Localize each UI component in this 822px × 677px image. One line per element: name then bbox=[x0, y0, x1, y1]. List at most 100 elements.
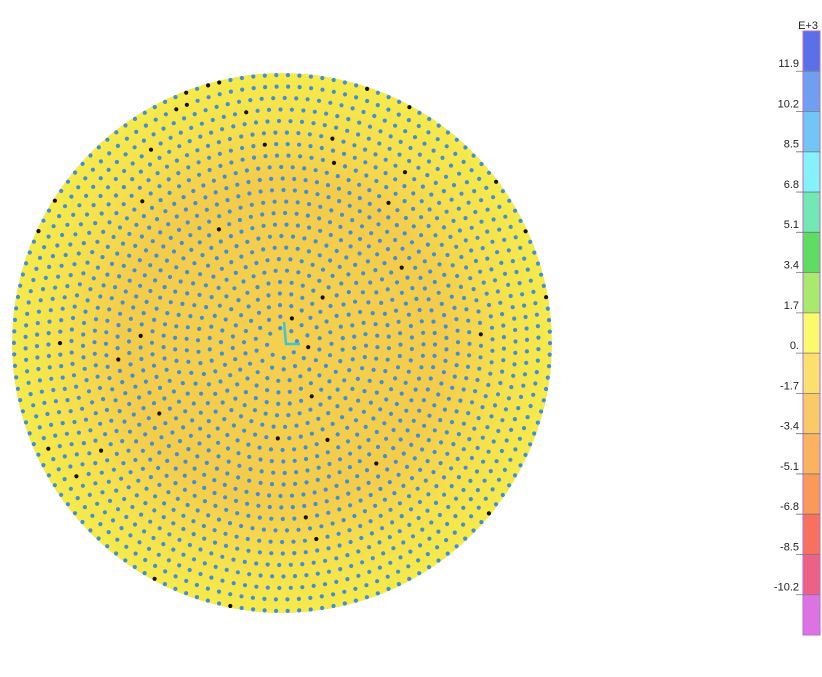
mesh-node bbox=[172, 121, 176, 125]
mesh-node bbox=[277, 586, 281, 590]
mesh-node bbox=[157, 156, 161, 160]
mesh-node bbox=[51, 457, 55, 461]
mesh-node bbox=[47, 331, 51, 335]
mesh-node bbox=[203, 561, 207, 565]
mesh-node bbox=[442, 225, 446, 229]
mesh-node bbox=[248, 467, 252, 471]
mesh-node bbox=[433, 280, 437, 284]
mesh-node bbox=[307, 249, 311, 253]
mesh-node bbox=[445, 210, 449, 214]
mesh-node bbox=[281, 517, 285, 521]
mesh-node bbox=[215, 256, 219, 260]
mesh-node bbox=[334, 370, 338, 374]
mesh-node bbox=[296, 131, 300, 135]
mesh-node bbox=[437, 262, 441, 266]
mesh-node bbox=[167, 150, 171, 154]
mesh-node bbox=[173, 347, 177, 351]
mesh-node bbox=[278, 326, 282, 330]
mesh-node bbox=[228, 604, 232, 608]
mesh-node bbox=[404, 216, 408, 220]
mesh-node bbox=[384, 171, 388, 175]
mesh-node bbox=[158, 386, 162, 390]
mesh-node bbox=[399, 140, 403, 144]
mesh-node bbox=[385, 467, 389, 471]
mesh-node bbox=[63, 295, 67, 299]
mesh-node bbox=[311, 289, 315, 293]
mesh-node bbox=[264, 435, 268, 439]
mesh-node bbox=[307, 367, 311, 371]
mesh-node bbox=[59, 189, 63, 193]
mesh-node bbox=[144, 124, 148, 128]
mesh-node bbox=[139, 357, 143, 361]
mesh-node bbox=[475, 378, 479, 382]
mesh-node bbox=[324, 112, 328, 116]
mesh-node bbox=[143, 273, 147, 277]
mesh-node bbox=[107, 307, 111, 311]
mesh-node bbox=[366, 259, 370, 263]
mesh-node bbox=[350, 387, 354, 391]
mesh-node bbox=[292, 447, 296, 451]
mesh-node bbox=[311, 121, 315, 125]
mesh-node bbox=[57, 410, 61, 414]
mesh-node bbox=[375, 334, 379, 338]
mesh-node bbox=[324, 364, 328, 368]
legend-label: 1.7 bbox=[784, 300, 799, 312]
mesh-node bbox=[461, 488, 465, 492]
mesh-node bbox=[65, 223, 69, 227]
mesh-node bbox=[232, 286, 236, 290]
mesh-node bbox=[70, 350, 74, 354]
mesh-node bbox=[127, 402, 131, 406]
mesh-node bbox=[77, 203, 81, 207]
mesh-node bbox=[36, 321, 40, 325]
mesh-node bbox=[153, 426, 157, 430]
mesh-node bbox=[72, 373, 76, 377]
mesh-node bbox=[105, 458, 109, 462]
mesh-node bbox=[382, 421, 386, 425]
mesh-node bbox=[528, 240, 532, 244]
mesh-node bbox=[27, 300, 31, 304]
mesh-node bbox=[38, 425, 42, 429]
mesh-node bbox=[169, 300, 173, 304]
mesh-node bbox=[531, 290, 535, 294]
mesh-node bbox=[224, 544, 228, 548]
mesh-node bbox=[197, 327, 201, 331]
mesh-node bbox=[142, 311, 146, 315]
mesh-node bbox=[304, 515, 308, 519]
mesh-node bbox=[328, 101, 332, 105]
mesh-node bbox=[417, 516, 421, 520]
mesh-node bbox=[450, 295, 454, 299]
mesh-node bbox=[334, 556, 338, 560]
mesh-node bbox=[206, 401, 210, 405]
mesh-node bbox=[83, 505, 87, 509]
mesh-node bbox=[407, 494, 411, 498]
mesh-node bbox=[454, 317, 458, 321]
mesh-node bbox=[339, 281, 343, 285]
mesh-node bbox=[250, 226, 254, 230]
mesh-node bbox=[133, 458, 137, 462]
mesh-node bbox=[90, 250, 94, 254]
mesh-node bbox=[338, 225, 342, 229]
mesh-node bbox=[173, 587, 177, 591]
mesh-node bbox=[342, 590, 346, 594]
mesh-node bbox=[313, 502, 317, 506]
mesh-node bbox=[240, 146, 244, 150]
mesh-node bbox=[97, 145, 101, 149]
mesh-node bbox=[224, 250, 228, 254]
mesh-node bbox=[122, 202, 126, 206]
mesh-node bbox=[334, 126, 338, 130]
mesh-node bbox=[202, 473, 206, 477]
mesh-node bbox=[98, 194, 102, 198]
mesh-node bbox=[321, 295, 325, 299]
mesh-node bbox=[301, 284, 305, 288]
mesh-node bbox=[291, 165, 295, 169]
mesh-node bbox=[233, 357, 237, 361]
mesh-node bbox=[462, 387, 466, 391]
mesh-node bbox=[105, 319, 109, 323]
mesh-node bbox=[317, 466, 321, 470]
mesh-node bbox=[161, 244, 165, 248]
mesh-node bbox=[159, 268, 163, 272]
mesh-node bbox=[35, 344, 39, 348]
mesh-node bbox=[92, 276, 96, 280]
mesh-node bbox=[457, 432, 461, 436]
mesh-node bbox=[114, 429, 118, 433]
